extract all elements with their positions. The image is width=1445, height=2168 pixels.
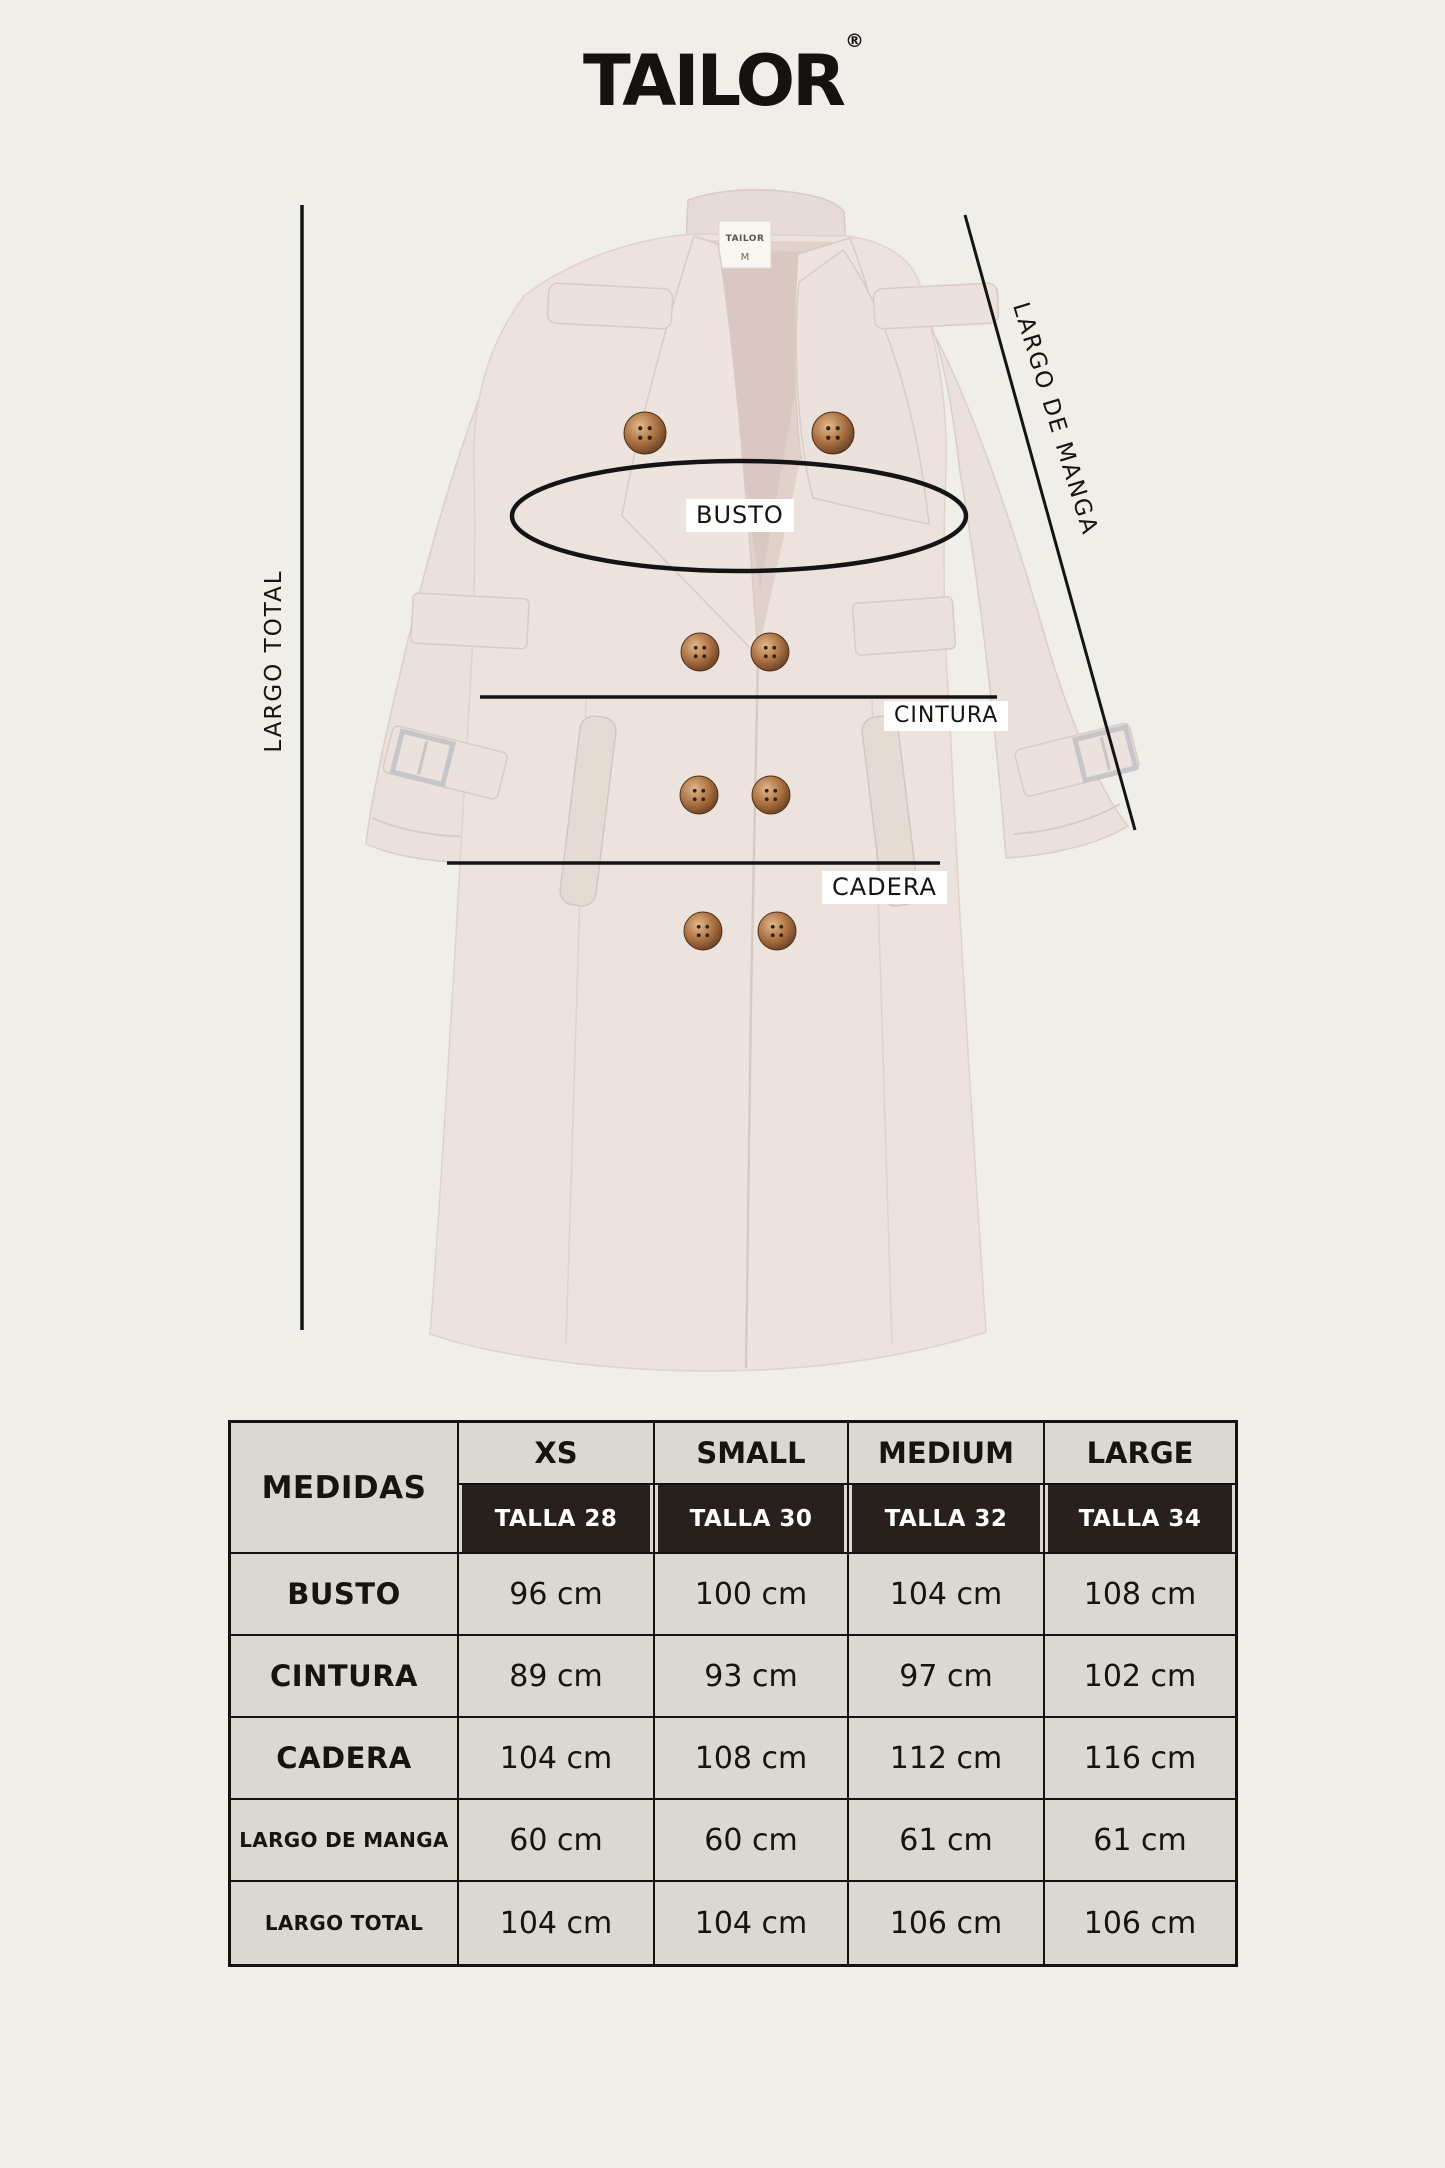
left-epaulette [546, 282, 674, 330]
largo-total-label: LARGO TOTAL [261, 569, 287, 753]
table-cell: 93 cm [655, 1636, 847, 1716]
right-epaulette [872, 282, 1000, 330]
table-cell: 104 cm [459, 1882, 653, 1964]
coat-storm-flap [795, 248, 930, 525]
measurements-table: MEDIDAS XS SMALL MEDIUM LARGE TALLA 28 T… [228, 1420, 1238, 1967]
table-cell: 104 cm [655, 1882, 847, 1964]
table-corner-medidas: MEDIDAS [231, 1423, 457, 1552]
table-cell: 96 cm [459, 1554, 653, 1634]
table-cell: 61 cm [1045, 1800, 1235, 1880]
talla-header-28: TALLA 28 [459, 1485, 653, 1552]
coat-lining-shadow [714, 250, 820, 590]
table-cell: 102 cm [1045, 1636, 1235, 1716]
right-pocket-flap [851, 596, 957, 656]
column-header-xs: XS [459, 1423, 653, 1483]
table-cell: 60 cm [459, 1800, 653, 1880]
talla-header-34: TALLA 34 [1045, 1485, 1235, 1552]
cadera-label: CADERA [822, 871, 947, 904]
talla-header-30: TALLA 30 [655, 1485, 847, 1552]
table-cell: 60 cm [655, 1800, 847, 1880]
table-cell: 106 cm [849, 1882, 1043, 1964]
table-cell: 100 cm [655, 1554, 847, 1634]
right-cuff-strap [1014, 722, 1140, 797]
neck-tag-brand: TAILOR [726, 234, 765, 244]
column-header-small: SMALL [655, 1423, 847, 1483]
talla-header-32: TALLA 32 [849, 1485, 1043, 1552]
busto-label: BUSTO [686, 499, 794, 532]
brand-logo-text: TAILOR [582, 40, 846, 122]
neck-tag [718, 220, 772, 269]
table-cell: 116 cm [1045, 1718, 1235, 1798]
table-cell: 97 cm [849, 1636, 1043, 1716]
coat-front-edge [744, 655, 760, 1369]
table-cell: 89 cm [459, 1636, 653, 1716]
table-cell: 106 cm [1045, 1882, 1235, 1964]
neck-tag-size: M [741, 252, 750, 263]
brand-logo: TAILOR ® [0, 31, 1445, 116]
table-cell: 108 cm [1045, 1554, 1235, 1634]
table-cell: 112 cm [849, 1718, 1043, 1798]
coat-right-cuff-seam [1013, 803, 1121, 835]
row-label-busto: BUSTO [231, 1554, 457, 1634]
left-buckle-icon [389, 728, 456, 788]
left-pocket-flap [410, 592, 530, 650]
table-cell: 108 cm [655, 1718, 847, 1798]
row-label-largo-total: LARGO TOTAL [231, 1882, 457, 1964]
column-header-medium: MEDIUM [849, 1423, 1043, 1483]
column-header-large: LARGE [1045, 1423, 1235, 1483]
right-welt-pocket [861, 715, 919, 907]
row-label-largo-de-manga: LARGO DE MANGA [231, 1800, 457, 1880]
largo-de-manga-line [963, 214, 1137, 831]
table-cell: 104 cm [849, 1554, 1043, 1634]
cintura-label: CINTURA [884, 701, 1009, 732]
row-label-cintura: CINTURA [231, 1636, 457, 1716]
left-cuff-strap [382, 725, 508, 800]
coat-right-sleeve [911, 299, 1130, 859]
registered-trademark-icon: ® [845, 29, 865, 52]
table-cell: 104 cm [459, 1718, 653, 1798]
row-label-cadera: CADERA [231, 1718, 457, 1798]
left-welt-pocket [559, 715, 617, 907]
table-cell: 61 cm [849, 1800, 1043, 1880]
busto-ellipse [509, 458, 969, 574]
right-buckle-icon [1072, 724, 1139, 784]
